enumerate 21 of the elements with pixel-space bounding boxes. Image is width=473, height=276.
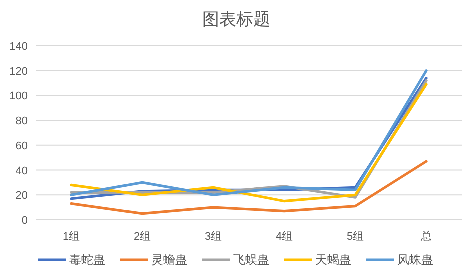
y-tick-label: 20 xyxy=(16,190,28,202)
legend-label: 毒蛇蛊 xyxy=(70,253,106,267)
y-tick-label: 120 xyxy=(10,66,28,78)
chart-title: 图表标题 xyxy=(202,10,270,29)
x-tick-label: 3组 xyxy=(204,231,222,243)
legend-label: 飞蜈蛊 xyxy=(234,253,270,267)
y-tick-label: 0 xyxy=(22,215,28,227)
legend-label: 风蛛蛊 xyxy=(398,253,434,267)
legend-label: 灵蟾蛊 xyxy=(152,253,188,267)
y-tick-label: 140 xyxy=(10,41,28,53)
legend-label: 天蝎蛊 xyxy=(316,253,352,267)
y-tick-label: 100 xyxy=(10,90,28,103)
line-series xyxy=(70,160,428,216)
x-tick-label: 5组 xyxy=(346,231,364,243)
y-tick-label: 60 xyxy=(16,140,28,152)
y-tick-label: 40 xyxy=(16,165,28,178)
x-tick-label: 1组 xyxy=(62,231,80,243)
x-tick-label: 4组 xyxy=(276,231,294,243)
x-tick-label: 总 xyxy=(420,230,432,243)
y-tick-label: 80 xyxy=(16,116,28,128)
x-tick-label: 2组 xyxy=(134,231,152,243)
